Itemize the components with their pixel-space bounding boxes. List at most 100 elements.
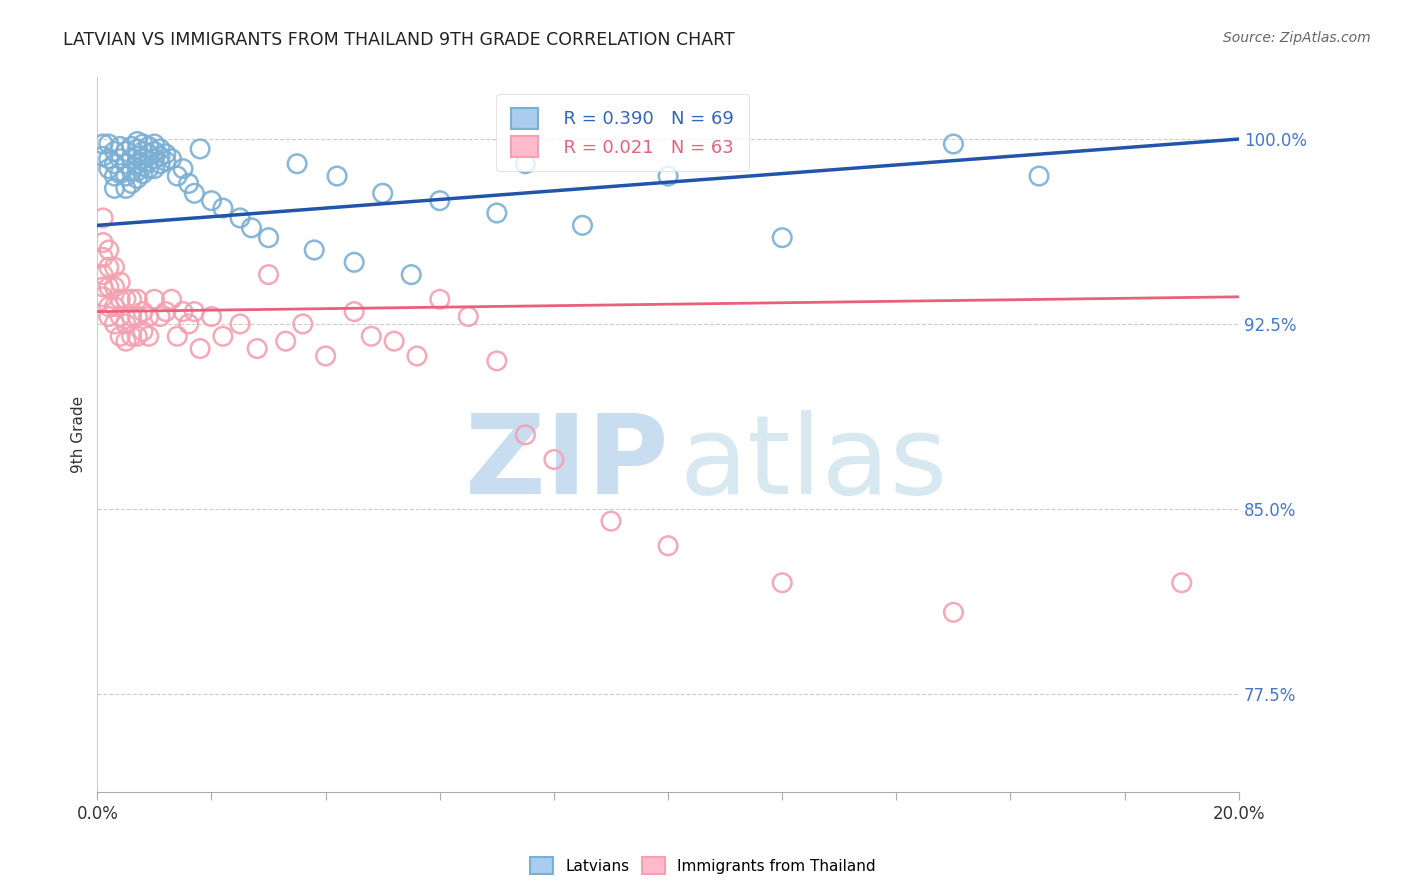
Point — [132, 304, 155, 318]
Point — [1028, 169, 1050, 183]
Point — [103, 169, 125, 183]
Point — [149, 142, 172, 156]
Point — [97, 243, 120, 257]
Point — [343, 255, 366, 269]
Point — [200, 310, 222, 324]
Point — [132, 159, 155, 173]
Point — [138, 154, 160, 169]
Point — [103, 317, 125, 331]
Point — [108, 293, 131, 307]
Point — [115, 181, 138, 195]
Point — [132, 152, 155, 166]
Point — [600, 514, 623, 528]
Text: LATVIAN VS IMMIGRANTS FROM THAILAND 9TH GRADE CORRELATION CHART: LATVIAN VS IMMIGRANTS FROM THAILAND 9TH … — [63, 31, 735, 49]
Point — [360, 329, 382, 343]
Point — [108, 275, 131, 289]
Point — [91, 136, 114, 151]
Point — [91, 149, 114, 163]
Point — [103, 145, 125, 159]
Point — [229, 211, 252, 225]
Point — [315, 349, 337, 363]
Point — [429, 293, 451, 307]
Legend: Latvians, Immigrants from Thailand: Latvians, Immigrants from Thailand — [524, 851, 882, 880]
Point — [143, 161, 166, 176]
Point — [177, 317, 200, 331]
Point — [371, 186, 394, 201]
Point — [91, 268, 114, 282]
Point — [121, 293, 143, 307]
Point — [155, 154, 177, 169]
Point — [515, 428, 537, 442]
Point — [770, 230, 793, 244]
Point — [127, 149, 149, 163]
Point — [127, 157, 149, 171]
Point — [103, 260, 125, 275]
Point — [108, 329, 131, 343]
Point — [149, 157, 172, 171]
Point — [115, 169, 138, 183]
Point — [97, 152, 120, 166]
Point — [91, 251, 114, 265]
Point — [770, 575, 793, 590]
Point — [138, 139, 160, 153]
Point — [212, 329, 235, 343]
Point — [149, 149, 172, 163]
Point — [91, 290, 114, 304]
Point — [91, 211, 114, 225]
Point — [155, 304, 177, 318]
Text: atlas: atlas — [679, 410, 948, 517]
Point — [115, 317, 138, 331]
Point — [108, 152, 131, 166]
Point — [149, 310, 172, 324]
Point — [160, 152, 183, 166]
Point — [97, 260, 120, 275]
Point — [1170, 575, 1192, 590]
Point — [291, 317, 314, 331]
Point — [246, 342, 269, 356]
Point — [183, 304, 205, 318]
Point — [257, 230, 280, 244]
Point — [485, 354, 508, 368]
Y-axis label: 9th Grade: 9th Grade — [72, 396, 86, 474]
Point — [302, 243, 325, 257]
Point — [138, 329, 160, 343]
Point — [571, 219, 593, 233]
Point — [132, 324, 155, 338]
Text: Source: ZipAtlas.com: Source: ZipAtlas.com — [1223, 31, 1371, 45]
Point — [457, 310, 479, 324]
Point — [115, 157, 138, 171]
Point — [115, 334, 138, 349]
Point — [132, 145, 155, 159]
Point — [103, 157, 125, 171]
Point — [274, 334, 297, 349]
Point — [121, 152, 143, 166]
Point — [143, 145, 166, 159]
Point — [97, 161, 120, 176]
Point — [188, 142, 211, 156]
Point — [143, 152, 166, 166]
Point — [127, 135, 149, 149]
Point — [657, 539, 679, 553]
Point — [543, 452, 565, 467]
Point — [138, 310, 160, 324]
Point — [177, 177, 200, 191]
Point — [108, 167, 131, 181]
Point — [166, 329, 188, 343]
Point — [91, 280, 114, 294]
Point — [326, 169, 349, 183]
Point — [132, 167, 155, 181]
Point — [183, 186, 205, 201]
Point — [212, 201, 235, 215]
Point — [285, 157, 308, 171]
Point — [127, 142, 149, 156]
Point — [143, 136, 166, 151]
Point — [127, 293, 149, 307]
Point — [121, 164, 143, 178]
Point — [343, 304, 366, 318]
Point — [138, 146, 160, 161]
Point — [97, 136, 120, 151]
Point — [103, 300, 125, 314]
Point — [188, 342, 211, 356]
Point — [515, 157, 537, 171]
Point — [229, 317, 252, 331]
